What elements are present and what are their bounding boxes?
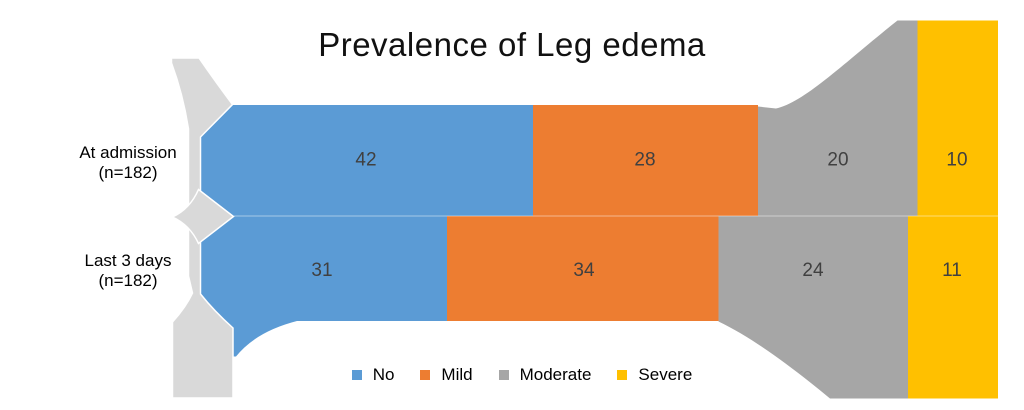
legend-swatch-moderate-rect — [498, 370, 509, 380]
segment-mild-row2 — [447, 216, 719, 321]
legend-item-mild: Mild — [420, 365, 473, 385]
segment-moderate-row2-with-bottom-flow — [718, 216, 908, 399]
legend-label-mild: Mild — [441, 365, 473, 384]
segment-no-row1 — [200, 105, 533, 216]
value-mild-row1: 28 — [634, 150, 655, 171]
segment-severe-row2 — [908, 216, 998, 399]
category-label-last-3-days-line2: (n=182) — [98, 271, 158, 290]
legend-label-no: No — [372, 365, 395, 384]
legend-swatch-moderate — [498, 370, 509, 380]
value-mild-row2: 34 — [573, 260, 595, 281]
legend-swatch-mild — [420, 370, 431, 380]
value-no-row2: 31 — [311, 260, 332, 281]
category-label-last-3-days-line1: Last 3 days — [84, 251, 172, 270]
category-label-at-admission-line1: At admission — [79, 143, 177, 162]
value-severe-row1: 10 — [946, 150, 967, 171]
legend-swatch-mild-rect — [420, 370, 431, 380]
legend-label-severe: Severe — [638, 365, 693, 384]
legend-item-no: No — [351, 365, 395, 385]
value-moderate-row2: 24 — [802, 260, 824, 281]
legend-swatch-severe — [617, 370, 628, 380]
value-severe-row2: 11 — [942, 260, 962, 281]
value-no-row1: 42 — [355, 150, 376, 171]
left-flow-ribbon — [170, 57, 234, 399]
legend: No Mild Moderate Severe — [20, 363, 1024, 387]
legend-item-severe: Severe — [617, 365, 692, 385]
category-label-last-3-days: Last 3 days (n=182) — [33, 251, 223, 291]
legend-swatch-severe-rect — [617, 370, 628, 380]
value-moderate-row1: 20 — [827, 150, 848, 171]
legend-label-moderate: Moderate — [519, 365, 592, 384]
segment-severe-row1 — [917, 20, 998, 216]
left-flow-chevron — [170, 188, 235, 245]
legend-item-moderate: Moderate — [498, 365, 592, 385]
segment-mild-row1 — [533, 105, 758, 216]
legend-swatch-no — [351, 370, 362, 380]
category-label-at-admission: At admission (n=182) — [33, 143, 223, 183]
category-label-at-admission-line2: (n=182) — [98, 163, 158, 182]
chart-title: Prevalence of Leg edema — [318, 26, 706, 63]
legend-swatch-no-rect — [351, 370, 362, 380]
segment-moderate-row1-with-top-flow — [758, 20, 918, 216]
segment-no-row2 — [200, 216, 447, 357]
